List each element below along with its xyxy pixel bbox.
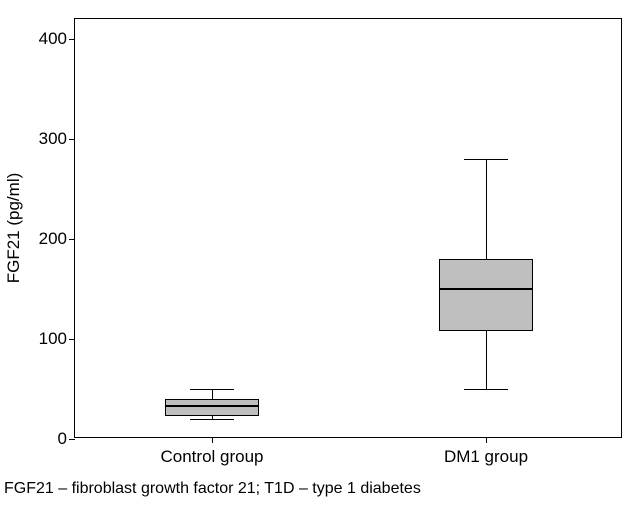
whisker-cap-lower (464, 389, 508, 390)
whisker-cap-lower (190, 419, 234, 420)
y-tick-label: 200 (39, 229, 67, 249)
figure: FGF21 (pg/ml) 0100200300400Control group… (0, 0, 640, 505)
whisker-lower (486, 331, 487, 389)
y-tick-mark (69, 39, 75, 40)
y-axis-label: FGF21 (pg/ml) (4, 173, 24, 284)
x-tick-mark (212, 437, 213, 443)
x-category-label: Control group (160, 447, 263, 467)
y-tick-label: 300 (39, 129, 67, 149)
y-tick-label: 100 (39, 329, 67, 349)
whisker-upper (212, 389, 213, 399)
y-tick-mark (69, 439, 75, 440)
x-tick-mark (486, 437, 487, 443)
y-tick-mark (69, 139, 75, 140)
whisker-cap-upper (464, 159, 508, 160)
caption: FGF21 – fibroblast growth factor 21; T1D… (4, 480, 421, 498)
whisker-cap-upper (190, 389, 234, 390)
box (165, 399, 258, 416)
median-line (165, 405, 258, 407)
y-tick-label: 0 (58, 429, 67, 449)
x-category-label: DM1 group (444, 447, 528, 467)
box (439, 259, 532, 331)
plot-area: 0100200300400Control groupDM1 group (74, 18, 622, 438)
whisker-upper (486, 159, 487, 259)
y-tick-mark (69, 239, 75, 240)
y-tick-mark (69, 339, 75, 340)
median-line (439, 288, 532, 290)
y-tick-label: 400 (39, 29, 67, 49)
